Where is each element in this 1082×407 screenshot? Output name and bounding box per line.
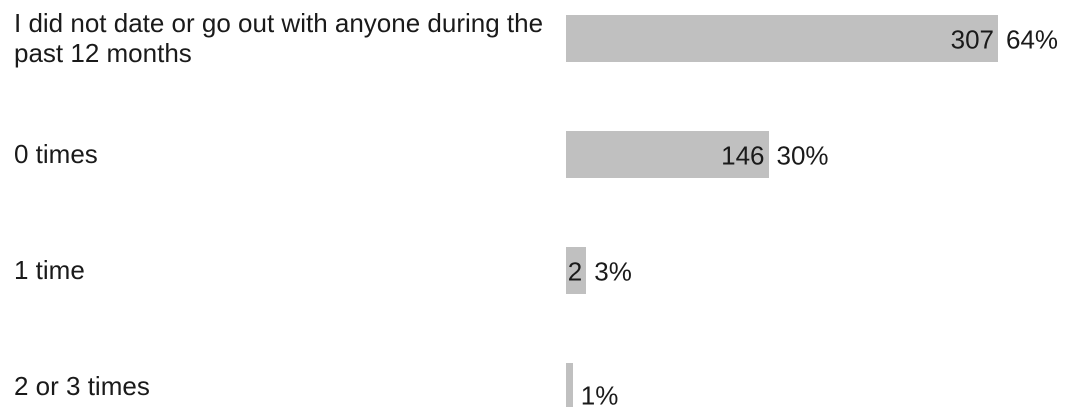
value-label: 30% [776,140,829,171]
value-label: 3% [594,256,632,287]
category-label: 1 time [14,255,85,285]
bar [566,362,573,407]
category-label: I did not date or go out with anyone dur… [14,8,544,68]
value-label: 1% [580,380,619,407]
value-label: 64% [1006,24,1059,55]
category-label: 2 or 3 times [14,371,150,401]
count-label: 307 [950,24,994,55]
category-label: 0 times [14,139,98,169]
count-label: 146 [721,140,765,171]
count-label: 2 [567,256,583,287]
bar [566,14,998,62]
bar [566,130,769,178]
bar [566,246,587,294]
